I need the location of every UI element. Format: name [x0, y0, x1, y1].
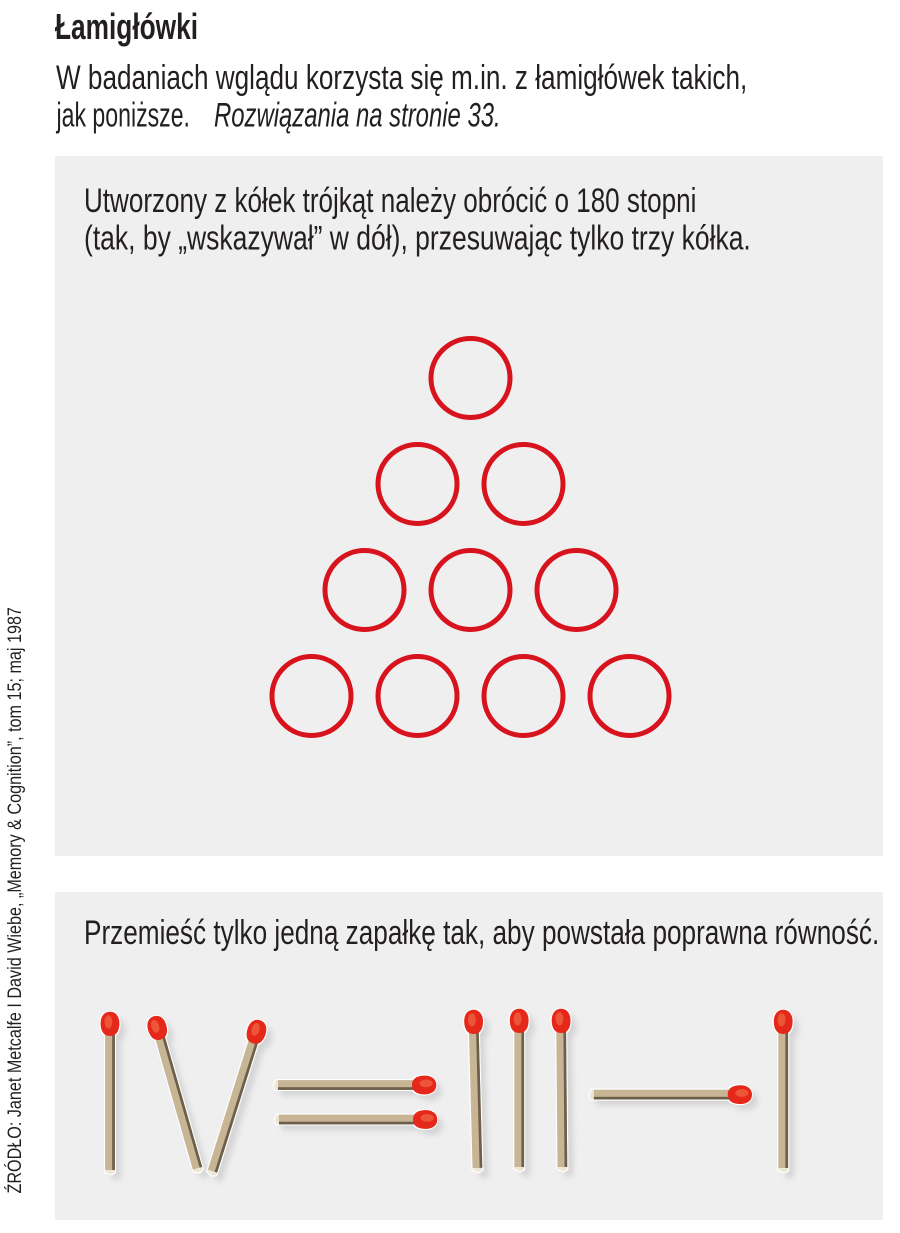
svg-text:Łamigłówki: Łamigłówki	[55, 6, 198, 47]
svg-text:Utworzony z kółek trójkąt nale: Utworzony z kółek trójkąt należy obrócić…	[84, 182, 696, 220]
svg-text:W badaniach wglądu korzysta si: W badaniach wglądu korzysta się m.in. z …	[56, 59, 747, 97]
svg-text:ŹRÓDŁO: Janet Metcalfe I David: ŹRÓDŁO: Janet Metcalfe I David Wiebe, „M…	[3, 607, 26, 1193]
svg-text:(tak, by „wskazywał” w dół), p: (tak, by „wskazywał” w dół), przesuwając…	[84, 218, 751, 257]
svg-text:Rozwiązania na stronie 33.: Rozwiązania na stronie 33.	[214, 96, 501, 134]
svg-text:Przemieść tylko jedną zapałkę: Przemieść tylko jedną zapałkę tak, aby p…	[84, 914, 879, 952]
svg-text:jak poniższe.: jak poniższe.	[56, 96, 190, 135]
